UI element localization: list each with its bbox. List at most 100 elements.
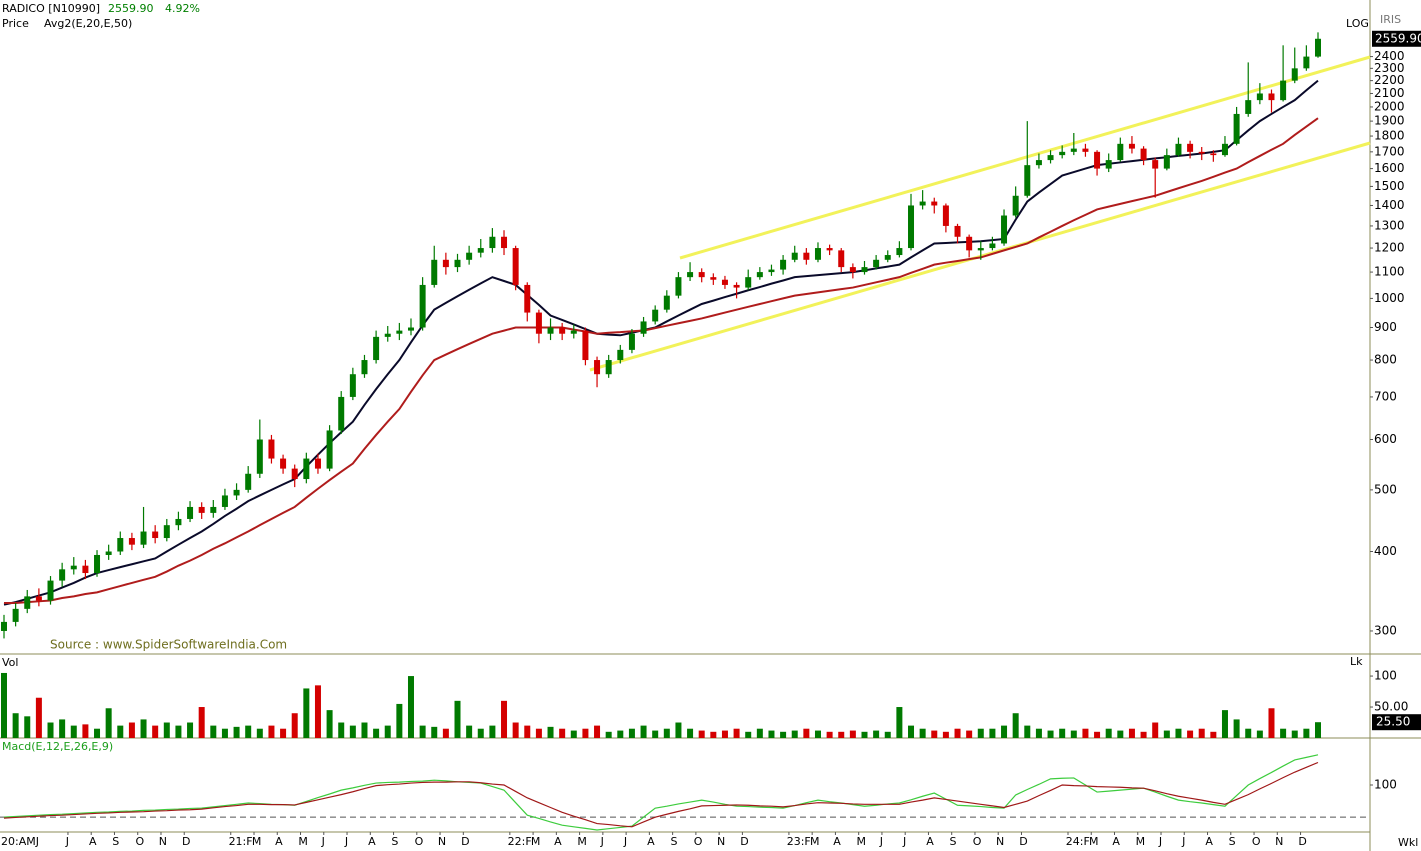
x-tick-label: S (950, 835, 957, 848)
candle-body (931, 201, 938, 206)
price-tag-label: 2559.90 (1375, 31, 1421, 45)
y-tick-label: 500 (1374, 482, 1397, 496)
x-tick-label: J (65, 835, 69, 848)
x-tick-label: D (740, 835, 748, 848)
candle-body (117, 538, 124, 552)
candle-body (314, 458, 321, 469)
x-tick-label: J (344, 835, 348, 848)
volume-bar (1256, 730, 1263, 738)
volume-bar (47, 722, 54, 738)
price-tag (1372, 30, 1421, 47)
volume-bar (814, 730, 821, 738)
period-label: Wkl (1398, 836, 1418, 849)
volume-bar (233, 726, 240, 738)
volume-bar (454, 700, 461, 738)
volume-bar (547, 726, 554, 738)
x-tick-label: N (438, 835, 446, 848)
volume-bar (1268, 708, 1275, 738)
volume-bar (582, 728, 589, 738)
volume-bar (1152, 722, 1159, 738)
volume-bar (419, 725, 426, 738)
volume-bar (1, 672, 7, 738)
x-tick-label: M (856, 835, 866, 848)
candle-body (140, 531, 147, 545)
indicator-label: Price (2, 17, 29, 30)
candle-body (721, 279, 728, 285)
candle-body (1221, 143, 1228, 156)
x-tick-label: 20:AMJ (1, 835, 39, 848)
candle-body (1047, 155, 1054, 161)
volume-bar (442, 728, 449, 738)
volume-bar (803, 728, 810, 738)
x-tick-label: M (1136, 835, 1146, 848)
volume-bar (35, 697, 42, 738)
volume-bar (152, 725, 159, 738)
candle-body (524, 284, 531, 313)
volume-bar (919, 728, 926, 738)
y-tick-label: 1000 (1374, 291, 1405, 305)
candle-body (187, 506, 194, 519)
x-tick-label: A (554, 835, 562, 848)
x-tick-label: J (600, 835, 604, 848)
candle-body (896, 248, 903, 256)
volume-bar (1070, 730, 1077, 738)
volume-bar (524, 725, 531, 738)
candle-body (954, 225, 961, 237)
candle-body (1163, 155, 1170, 169)
y-tick-label: 2100 (1374, 86, 1405, 100)
volume-bar (1059, 728, 1066, 738)
volume-bar (245, 725, 252, 738)
candle-body (303, 458, 310, 480)
candle-body (128, 538, 135, 545)
symbol-title: RADICO [N10990] (2, 2, 100, 15)
volume-bar (1094, 731, 1101, 738)
candle-body (1024, 165, 1031, 196)
x-tick-label: M (298, 835, 308, 848)
candle-body (733, 284, 740, 288)
candle-body (698, 272, 705, 278)
candle-body (989, 243, 996, 249)
candle-body (547, 327, 554, 334)
y-tick-label: 700 (1374, 389, 1397, 403)
x-tick-label: 24:F (1066, 835, 1090, 848)
candle-body (24, 596, 31, 609)
candle-body (977, 248, 984, 251)
volume-bar (594, 725, 601, 738)
volume-bar (1245, 728, 1252, 738)
volume-bar (314, 685, 321, 738)
candle-body (687, 272, 694, 278)
y-tick-label: 100 (1374, 778, 1397, 792)
macd-line (3, 761, 1319, 828)
moving-average-line (4, 117, 1319, 604)
x-tick-label: A (647, 835, 655, 848)
vendor-label: IRIS (1380, 13, 1401, 26)
volume-bar (24, 716, 31, 738)
volume-bar (59, 719, 66, 738)
candle-body (570, 330, 577, 334)
x-tick-label: D (461, 835, 469, 848)
x-tick-label: J (902, 835, 906, 848)
volume-bar (117, 725, 124, 738)
x-tick-label: A (1112, 835, 1120, 848)
volume-bar (710, 731, 717, 738)
volume-bar (221, 728, 228, 738)
candle-body (745, 277, 752, 288)
y-tick-label: 2200 (1374, 73, 1405, 87)
candle-body (198, 506, 205, 513)
candle-body (12, 608, 19, 622)
scale-label: LOG (1346, 17, 1369, 30)
trendline (589, 141, 1371, 372)
candle-body (35, 596, 42, 601)
x-tick-label: J (879, 835, 883, 848)
volume-bar (687, 728, 694, 738)
volume-bar (256, 728, 263, 738)
volume-tag-label: 25.50 (1376, 715, 1410, 729)
volume-tag (1372, 714, 1421, 731)
candle-body (1094, 151, 1101, 169)
volume-bar (1291, 730, 1298, 738)
x-tick-label: J (1181, 835, 1185, 848)
volume-bar (70, 725, 77, 738)
y-tick-label: 900 (1374, 320, 1397, 334)
last-price: 2559.90 (108, 2, 154, 15)
volume-bar (861, 731, 868, 738)
